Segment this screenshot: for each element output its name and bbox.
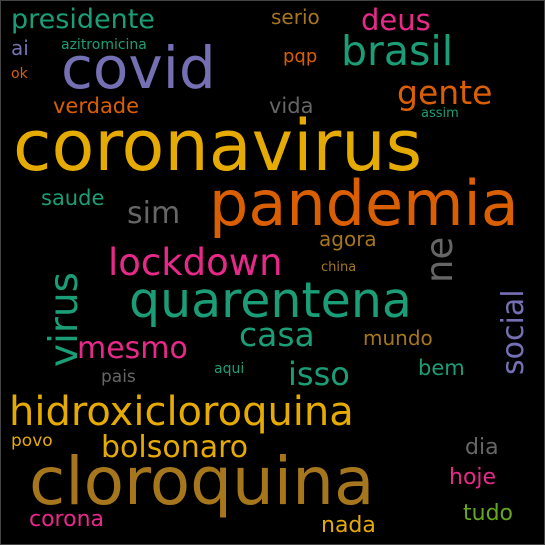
word-agora: agora [319,227,377,251]
word-pandemia: pandemia [209,167,519,240]
word-corona: corona [29,507,105,532]
word-povo: povo [11,431,53,451]
word-pais: pais [101,367,136,387]
word-quarentena: quarentena [129,272,412,329]
word-mesmo: mesmo [77,331,188,366]
word-presidente: presidente [11,4,155,35]
word-sim: sim [127,196,181,231]
word-mundo: mundo [363,326,433,350]
word-coronavirus: coronavirus [13,105,423,187]
word-covid: covid [61,34,216,102]
word-gente: gente [397,73,493,112]
word-brasil: brasil [341,27,454,75]
word-bolsonaro: bolsonaro [101,430,249,465]
word-azitromicina: azitromicina [61,37,147,53]
word-dia: dia [465,435,499,460]
word-hoje: hoje [449,465,497,490]
word-ai: ai [11,36,29,60]
word-ok: ok [11,66,28,82]
word-serio: serio [271,5,320,29]
word-hidroxicloroquina: hidroxicloroquina [9,389,354,435]
word-isso: isso [288,355,350,393]
word-tudo: tudo [463,501,513,526]
word-casa: casa [239,315,315,354]
word-bem: bem [418,356,465,380]
word-pqp: pqp [283,46,318,67]
word-nada: nada [321,513,376,538]
word-verdade: verdade [53,94,140,118]
word-deus: deus [361,3,431,37]
word-social: social [496,289,531,375]
word-saude: saude [41,186,105,210]
word-china: china [321,260,357,275]
word-aqui: aqui [214,361,245,377]
word-vida: vida [269,94,314,118]
word-assim: assim [421,106,459,121]
word-lockdown: lockdown [108,241,283,284]
word-ne: ne [418,236,461,283]
word-cloroquina: cloroquina [29,443,375,520]
